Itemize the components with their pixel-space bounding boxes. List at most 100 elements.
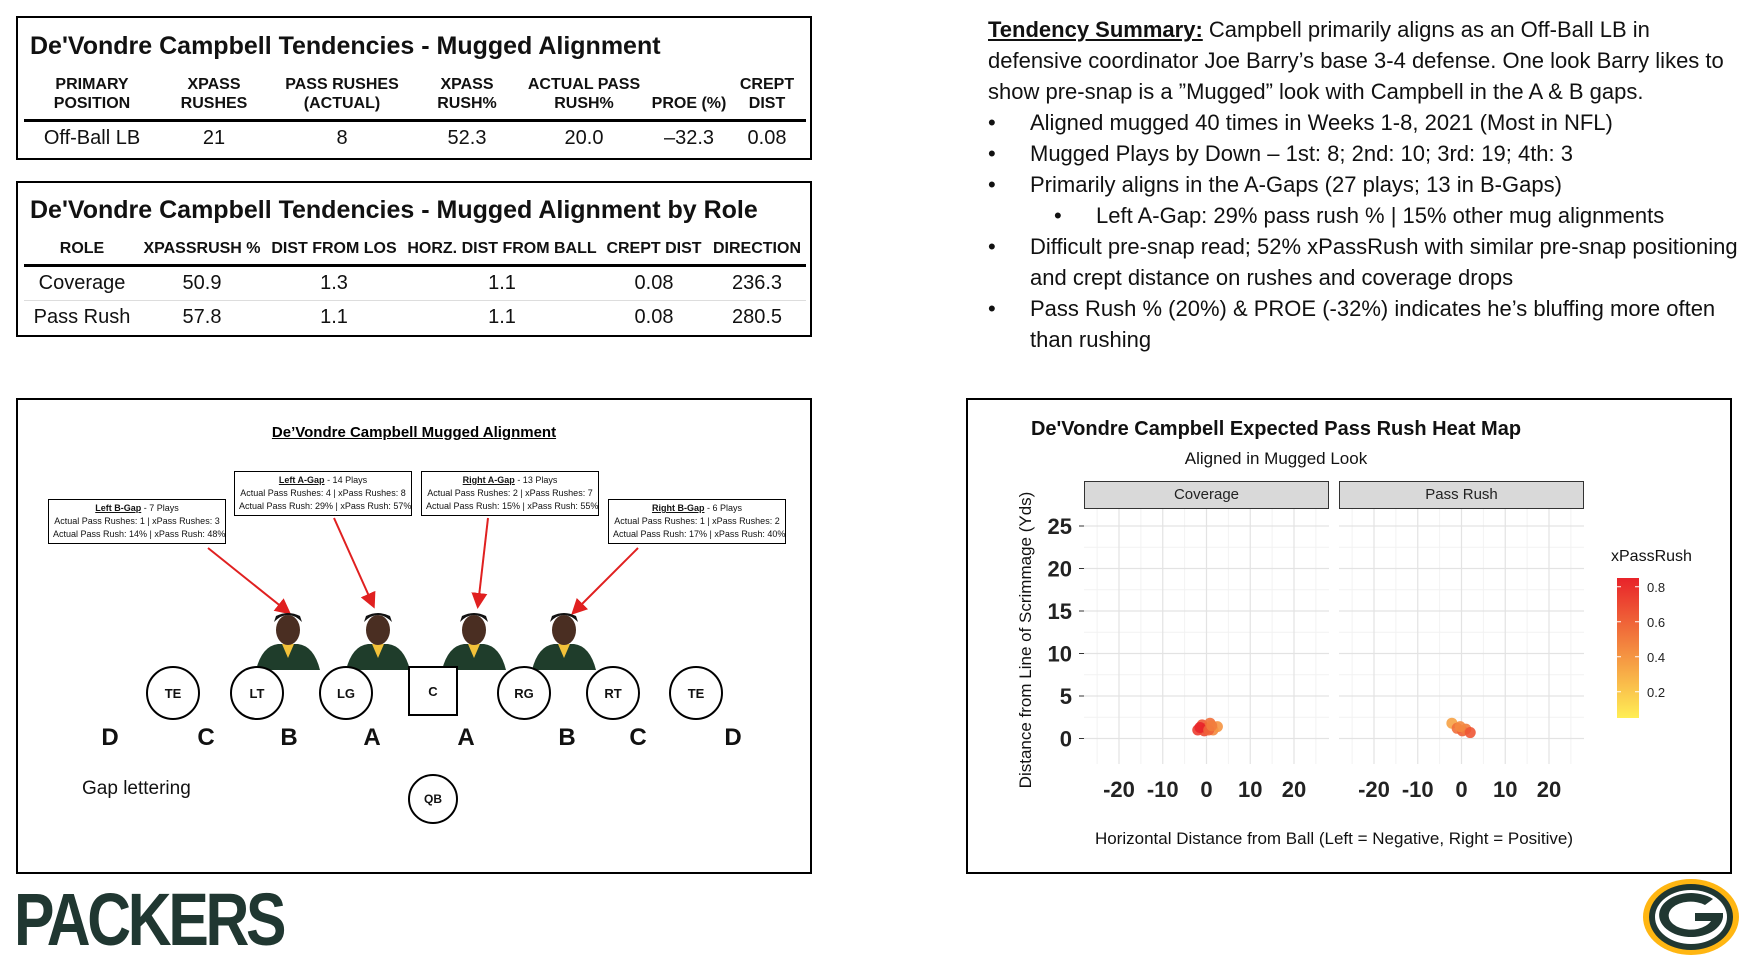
player-icon — [528, 610, 600, 670]
gap-box-header: Left B-Gap — [95, 503, 142, 513]
bullet-text: Pass Rush % (20%) & PROE (-32%) indicate… — [1030, 296, 1716, 352]
gap-box-header: Right A-Gap — [462, 475, 515, 485]
table-cell: 8 — [336, 126, 348, 149]
table-cell: Off-Ball LB — [43, 126, 141, 149]
lineman-te-left: TE — [146, 666, 200, 720]
gap-letter: B — [558, 724, 576, 751]
col-header: ACTUAL PASS RUSH% — [518, 74, 650, 122]
bullet-icon: • — [988, 172, 996, 197]
gap-letter: A — [457, 724, 475, 751]
gap-box-line: Actual Pass Rushes: 4 | xPass Rushes: 8 — [240, 488, 406, 498]
bullet-icon: • — [988, 110, 996, 135]
col-header: CREPT DIST — [728, 74, 806, 122]
table-cell: 20.0 — [564, 126, 604, 149]
lineman-te-right: TE — [669, 666, 723, 720]
summary-lead: Tendency Summary: — [988, 17, 1203, 42]
chart-subtitle: Aligned in Mugged Look — [1184, 449, 1368, 468]
table-cell: 1.1 — [404, 265, 600, 301]
table-cell: 1.1 — [320, 306, 348, 329]
col-header: PROE (%) — [650, 74, 728, 122]
table-row: Off-Ball LB 21 8 52.3 20.0 –32.3 0.08 — [24, 120, 806, 155]
col-header: XPASS RUSHES — [160, 74, 268, 122]
gap-letter: C — [197, 724, 215, 751]
bullet-icon: • — [988, 234, 996, 259]
gap-lettering-label: Gap lettering — [82, 778, 191, 799]
right-b-gap-arrow — [571, 547, 639, 615]
table-cell: 0.08 — [634, 306, 674, 329]
col-header: PRIMARY POSITION — [24, 74, 160, 122]
table-cell: 280.5 — [731, 306, 783, 329]
lineman-lg: LG — [319, 666, 373, 720]
gap-letter: B — [280, 724, 298, 751]
heat-map-panel — [966, 398, 1732, 874]
bullet-icon: • — [988, 296, 996, 321]
gap-box-plays: - 14 Plays — [324, 475, 368, 485]
col-header: HORZ. DIST FROM BALL — [404, 235, 600, 267]
left-a-gap-box: Left A-Gap - 14 Plays Actual Pass Rushes… — [234, 471, 412, 516]
gap-box-plays: - 7 Plays — [141, 503, 179, 513]
col-header: XPASS RUSH% — [416, 74, 518, 122]
lineman-lt: LT — [230, 666, 284, 720]
left-a-gap-arrow — [333, 517, 376, 609]
diagram-title: De’Vondre Campbell Mugged Alignment — [271, 424, 557, 441]
left-b-gap-arrow — [207, 547, 292, 615]
table-cell: 21 — [202, 126, 226, 149]
col-header: ROLE — [24, 235, 140, 267]
summary-bullet: • Primarily aligns in the A-Gaps (27 play… — [988, 169, 1748, 200]
gap-box-plays: - 6 Plays — [704, 503, 742, 513]
tendency-summary: Tendency Summary: Campbell primarily ali… — [988, 14, 1748, 355]
gap-letter: D — [101, 724, 119, 751]
table-row: Coverage 50.9 1.3 1.1 0.08 236.3 — [24, 265, 806, 301]
packers-wordmark: PACKERS — [14, 878, 287, 961]
gap-box-line: Actual Pass Rush: 14% | xPass Rush: 48% — [53, 529, 226, 539]
bullet-text: Aligned mugged 40 times in Weeks 1-8, 20… — [1030, 110, 1613, 135]
table-cell: 50.9 — [140, 265, 264, 301]
mugged-alignment-table-panel: De'Vondre Campbell Tendencies - Mugged A… — [16, 16, 812, 160]
facet-label-pass-rush: Pass Rush — [1339, 481, 1584, 509]
right-b-gap-box: Right B-Gap - 6 Plays Actual Pass Rushes… — [608, 499, 786, 544]
gap-letter: A — [363, 724, 381, 751]
lineman-rt: RT — [586, 666, 640, 720]
bullet-text: Primarily aligns in the A-Gaps (27 plays… — [1030, 172, 1562, 197]
gap-box-line: Actual Pass Rushes: 1 | xPass Rushes: 3 — [54, 516, 220, 526]
alignment-diagram-panel: De’Vondre Campbell Mugged Alignment Left… — [16, 398, 812, 874]
table-cell: Coverage — [24, 265, 140, 301]
gap-box-line: Actual Pass Rushes: 1 | xPass Rushes: 2 — [614, 516, 780, 526]
gap-box-line: Actual Pass Rush: 15% | xPass Rush: 55% — [426, 501, 599, 511]
table-cell: 0.08 — [600, 265, 708, 301]
quarterback: QB — [408, 774, 458, 824]
col-header: PASS RUSHES (ACTUAL) — [268, 74, 416, 122]
col-header: DIST FROM LOS — [264, 235, 404, 267]
gap-box-header: Right B-Gap — [651, 503, 705, 513]
bullet-icon: • — [988, 141, 996, 166]
packers-g-logo-icon — [1643, 879, 1739, 955]
table-cell: 1.1 — [488, 306, 516, 329]
bullet-text: Difficult pre-snap read; 52% xPassRush w… — [1030, 234, 1738, 290]
summary-intro: Tendency Summary: Campbell primarily ali… — [988, 14, 1748, 107]
player-icon — [252, 610, 324, 670]
player-icon — [342, 610, 414, 670]
gap-box-line: Actual Pass Rushes: 2 | xPass Rushes: 7 — [427, 488, 593, 498]
gap-box-header: Left A-Gap — [278, 475, 325, 485]
table-cell: 57.8 — [182, 306, 222, 329]
facet-label-coverage: Coverage — [1084, 481, 1329, 509]
chart-title: De'Vondre Campbell Expected Pass Rush He… — [1030, 418, 1522, 440]
gap-arrows — [207, 517, 639, 615]
lineman-rg: RG — [497, 666, 551, 720]
gap-box-plays: - 13 Plays — [514, 475, 558, 485]
summary-bullet: • Mugged Plays by Down – 1st: 8; 2nd: 10;… — [988, 138, 1748, 169]
legend-title: xPassRush — [1611, 548, 1692, 565]
mugged-alignment-table: PRIMARY POSITION XPASS RUSHES PASS RUSHE… — [24, 74, 806, 155]
gap-box-line: Actual Pass Rush: 17% | xPass Rush: 40% — [613, 529, 786, 539]
mugged-alignment-by-role-panel: De'Vondre Campbell Tendencies - Mugged A… — [16, 181, 812, 337]
col-header: XPASSRUSH % — [140, 235, 264, 267]
table-cell: –32.3 — [663, 126, 715, 149]
chart-ylabel: Distance from Line of Scrimmage (Yds) — [1016, 491, 1035, 789]
bullet-text: Mugged Plays by Down – 1st: 8; 2nd: 10; … — [1030, 141, 1573, 166]
mugged-alignment-by-role-table: ROLE XPASSRUSH % DIST FROM LOS HORZ. DIS… — [24, 235, 806, 335]
bullet-icon: • — [1054, 203, 1062, 228]
table-cell: 1.3 — [264, 265, 404, 301]
table1-title: De'Vondre Campbell Tendencies - Mugged A… — [30, 32, 661, 60]
left-b-gap-box: Left B-Gap - 7 Plays Actual Pass Rushes:… — [48, 499, 226, 544]
gap-letter: C — [629, 724, 647, 751]
